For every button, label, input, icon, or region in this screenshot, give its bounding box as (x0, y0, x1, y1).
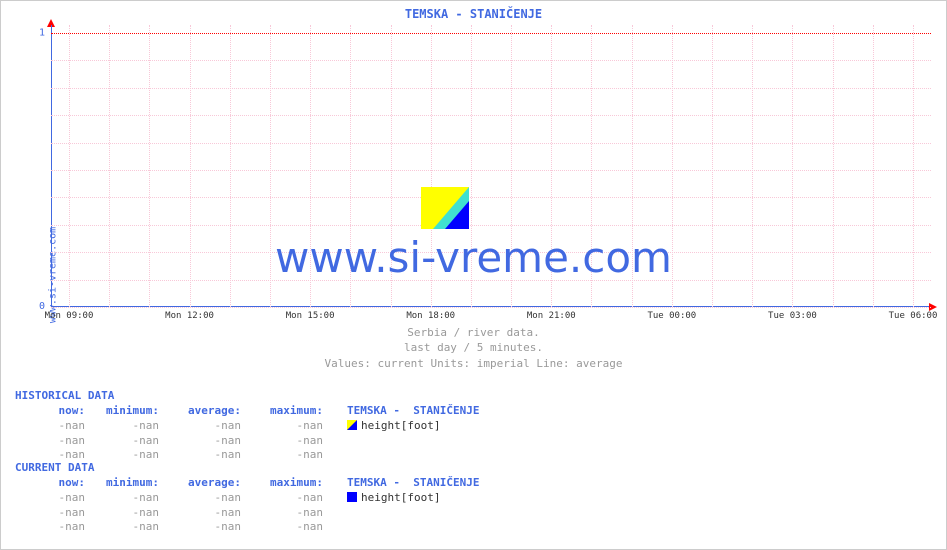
chart-title: TEMSKA - STANIČENJE (1, 7, 946, 21)
historical-row: -nan-nan-nan-nan (15, 434, 479, 449)
series-marker-icon (347, 492, 357, 502)
current-header-row: now:minimum:average:maximum:TEMSKA - STA… (15, 476, 479, 491)
historical-row: -nan-nan-nan-nanheight[foot] (15, 419, 479, 434)
grid-line-h (51, 60, 931, 61)
grid-line-h (51, 225, 931, 226)
x-tick-label: Tue 06:00 (889, 311, 938, 321)
watermark-text: www.si-vreme.com (1, 233, 946, 282)
historical-title: HISTORICAL DATA (15, 389, 479, 404)
grid-line-h (51, 197, 931, 198)
grid-line-h (51, 307, 931, 308)
x-tick-label: Mon 18:00 (406, 311, 455, 321)
grid-line-h (51, 143, 931, 144)
chart-captions: Serbia / river data. last day / 5 minute… (1, 325, 946, 371)
current-row: -nan-nan-nan-nan (15, 506, 479, 521)
current-data-section: CURRENT DATA now:minimum:average:maximum… (15, 461, 479, 535)
x-tick-label: Tue 03:00 (768, 311, 817, 321)
grid-line-h (51, 33, 931, 34)
historical-data-section: HISTORICAL DATA now:minimum:average:maxi… (15, 389, 479, 463)
caption-line-1: Serbia / river data. (1, 325, 946, 340)
x-tick-label: Tue 00:00 (647, 311, 696, 321)
logo-icon (421, 187, 469, 229)
caption-line-3: Values: current Units: imperial Line: av… (1, 356, 946, 371)
current-title: CURRENT DATA (15, 461, 479, 476)
grid-line-h (51, 88, 931, 89)
caption-line-2: last day / 5 minutes. (1, 340, 946, 355)
historical-header-row: now:minimum:average:maximum:TEMSKA - STA… (15, 404, 479, 419)
x-tick-label: Mon 21:00 (527, 311, 576, 321)
y-tick-1: 1 (39, 28, 45, 39)
x-tick-label: Mon 15:00 (286, 311, 335, 321)
x-tick-label: Mon 12:00 (165, 311, 214, 321)
current-row: -nan-nan-nan-nan (15, 520, 479, 535)
current-row: -nan-nan-nan-nanheight[foot] (15, 491, 479, 506)
grid-line-h (51, 170, 931, 171)
grid-line-h (51, 115, 931, 116)
x-tick-label: Mon 09:00 (45, 311, 94, 321)
series-marker-icon (347, 420, 357, 430)
